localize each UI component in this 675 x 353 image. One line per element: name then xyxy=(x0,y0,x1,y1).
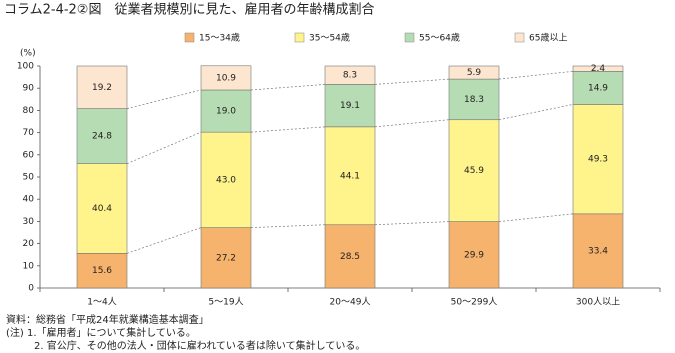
value-label: 5.9 xyxy=(467,68,482,78)
x-tick-label: 20～49人 xyxy=(330,297,371,308)
bar-segment xyxy=(324,84,376,128)
value-label: 19.2 xyxy=(92,83,112,93)
bar-segment xyxy=(572,71,624,105)
value-label: 45.9 xyxy=(464,166,484,176)
value-label: 8.3 xyxy=(343,71,357,81)
y-tick-label: 50 xyxy=(23,173,35,183)
legend-swatch xyxy=(404,32,415,43)
bar-segment xyxy=(324,224,376,289)
bar-segment xyxy=(448,221,500,289)
y-tick-label: 20 xyxy=(23,239,35,249)
value-label: 10.9 xyxy=(216,73,236,83)
legend-swatch xyxy=(514,32,525,43)
bar-segment xyxy=(200,65,252,91)
value-label: 14.9 xyxy=(588,83,608,93)
y-tick-label: 80 xyxy=(23,106,35,116)
value-label: 15.6 xyxy=(92,266,112,276)
value-label: 29.9 xyxy=(464,250,484,260)
value-label: 49.3 xyxy=(588,155,608,165)
bar-segment xyxy=(200,131,252,228)
value-label: 28.5 xyxy=(340,252,360,262)
value-label: 40.4 xyxy=(92,204,112,214)
legend-swatch xyxy=(184,32,195,43)
x-tick-label: 50～299人 xyxy=(451,297,498,308)
connector xyxy=(498,70,574,80)
connector xyxy=(250,224,326,228)
value-label: 44.1 xyxy=(340,171,360,181)
connector xyxy=(250,84,326,91)
bar-segment xyxy=(572,65,624,72)
bar-segment xyxy=(76,108,128,164)
note: 2. 官公庁、その他の法人・団体に雇われている者は除いて集計している。 xyxy=(34,339,365,352)
y-unit: (%) xyxy=(20,49,36,59)
value-label: 19.0 xyxy=(216,107,236,117)
connector xyxy=(126,131,202,165)
value-label: 19.1 xyxy=(340,101,360,111)
connector xyxy=(126,227,202,254)
connector xyxy=(498,104,574,121)
y-tick-label: 0 xyxy=(28,284,34,294)
bar-segment xyxy=(572,213,624,289)
bar-segment xyxy=(448,78,500,121)
bar-segment xyxy=(324,126,376,226)
legend-label: 15～34歳 xyxy=(199,32,240,44)
y-tick-label: 30 xyxy=(23,217,35,227)
bar-segment xyxy=(572,104,624,215)
y-tick-label: 40 xyxy=(23,195,35,205)
bar-segment xyxy=(76,65,128,109)
bar-segment xyxy=(200,227,252,289)
value-label: 18.3 xyxy=(464,95,484,105)
y-tick-label: 70 xyxy=(23,128,35,138)
connector xyxy=(498,213,574,222)
legend-label: 35～54歳 xyxy=(309,32,350,44)
legend-label: 65歳以上 xyxy=(529,32,567,44)
bar-segment xyxy=(324,65,376,85)
bar-segment xyxy=(448,119,500,222)
legend-label: 55～64歳 xyxy=(419,32,460,44)
value-label: 43.0 xyxy=(216,175,236,185)
x-tick-label: 300人以上 xyxy=(576,297,620,308)
x-tick-label: 1～4人 xyxy=(87,297,116,308)
value-label: 33.4 xyxy=(588,246,608,256)
connector xyxy=(374,221,450,226)
note: (注) 1.「雇用者」について集計している。 xyxy=(6,326,196,339)
connector xyxy=(126,89,202,109)
chart-title: コラム2-4-2②図 従業者規模別に見た、雇用者の年齢構成割合 xyxy=(4,2,374,18)
y-tick-label: 90 xyxy=(23,84,35,94)
legend-swatch xyxy=(294,32,305,43)
value-label: 2.4 xyxy=(591,64,606,74)
x-tick-label: 5～19人 xyxy=(208,297,243,308)
connector xyxy=(374,119,450,128)
connector xyxy=(250,126,326,133)
y-tick-label: 10 xyxy=(23,261,35,271)
y-tick-label: 60 xyxy=(23,150,35,160)
bar-segment xyxy=(76,163,128,254)
connector xyxy=(374,78,450,85)
note: 資料：総務省「平成24年就業構造基本調査」 xyxy=(6,313,209,326)
bar-segment xyxy=(200,89,252,133)
y-tick-label: 100 xyxy=(17,62,34,72)
value-label: 27.2 xyxy=(216,253,236,263)
bar-segment xyxy=(448,65,500,80)
value-label: 24.8 xyxy=(92,132,112,142)
